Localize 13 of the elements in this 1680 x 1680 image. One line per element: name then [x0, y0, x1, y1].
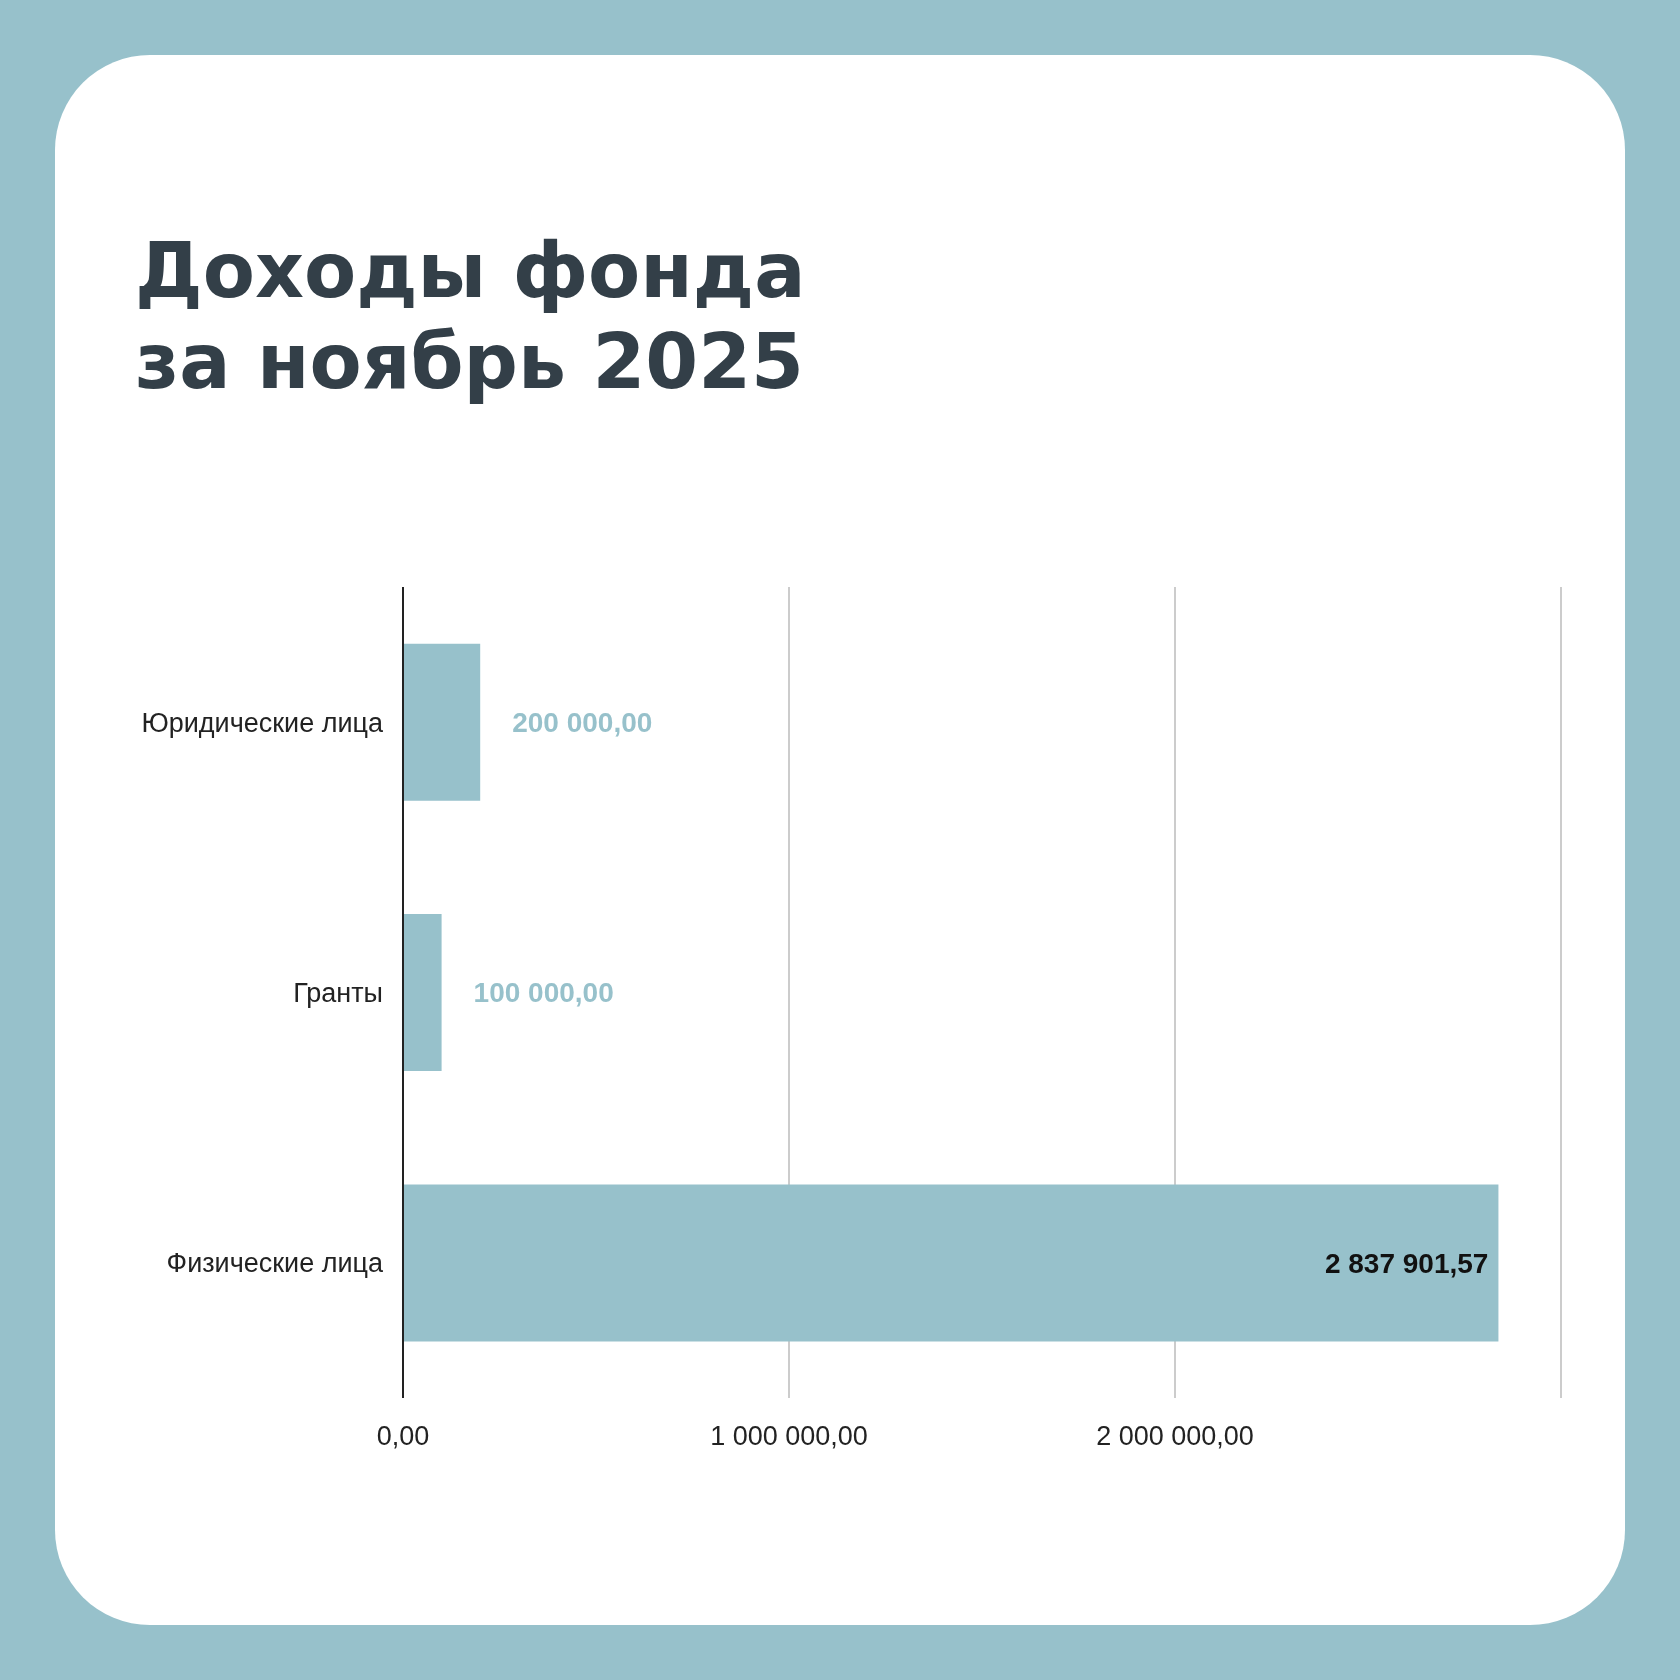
bar: [403, 914, 442, 1072]
chart-title: Доходы фонда за ноябрь 2025: [135, 225, 807, 408]
bar: [403, 643, 481, 801]
y-tick-label: Юридические лица: [141, 707, 384, 738]
data-label: 2 837 901,57: [1324, 1247, 1489, 1279]
x-tick-label: 2 000 000,00: [1096, 1421, 1254, 1452]
y-tick-label: Физические лица: [166, 1248, 384, 1279]
x-tick-label: 1 000 000,00: [710, 1421, 868, 1452]
data-label: 100 000,00: [473, 977, 614, 1009]
data-label: 200 000,00: [512, 707, 653, 739]
x-tick-label: 0,00: [376, 1421, 430, 1452]
y-tick-label: Гранты: [293, 978, 383, 1009]
bar: [403, 1184, 1499, 1342]
